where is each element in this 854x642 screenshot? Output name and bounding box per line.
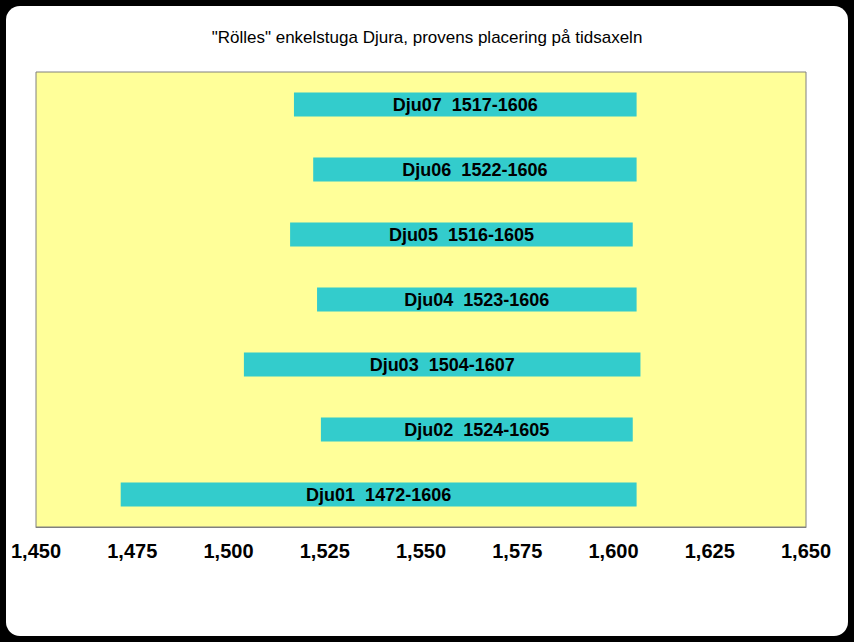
svg-text:1,650: 1,650 [781,540,831,562]
svg-text:Dju01 1472-1606: Dju01 1472-1606 [306,485,451,505]
svg-text:1,550: 1,550 [396,540,446,562]
svg-text:Dju02 1524-1605: Dju02 1524-1605 [404,420,549,440]
svg-text:1,475: 1,475 [107,540,157,562]
svg-text:1,500: 1,500 [203,540,253,562]
svg-text:Dju05 1516-1605: Dju05 1516-1605 [389,225,534,245]
svg-text:Dju03 1504-1607: Dju03 1504-1607 [370,355,515,375]
svg-text:"Rölles" enkelstuga Djura, pro: "Rölles" enkelstuga Djura, provens place… [212,28,643,47]
svg-text:1,625: 1,625 [685,540,735,562]
svg-text:Dju06 1522-1606: Dju06 1522-1606 [402,160,547,180]
svg-text:1,575: 1,575 [492,540,542,562]
svg-text:1,450: 1,450 [11,540,61,562]
svg-text:Dju07 1517-1606: Dju07 1517-1606 [393,95,538,115]
svg-text:1,525: 1,525 [300,540,350,562]
svg-text:1,600: 1,600 [588,540,638,562]
svg-text:Dju04 1523-1606: Dju04 1523-1606 [404,290,549,310]
